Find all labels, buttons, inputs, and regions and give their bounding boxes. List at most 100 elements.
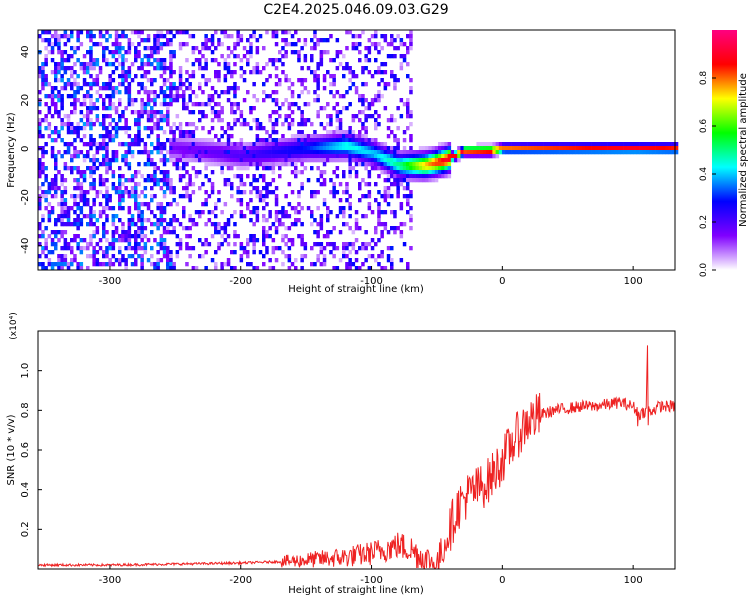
heatmap-cell xyxy=(143,162,148,167)
heatmap-cell xyxy=(252,34,256,39)
heatmap-cell xyxy=(617,150,621,155)
heatmap-cell xyxy=(102,234,106,239)
heatmap-cell xyxy=(166,186,170,191)
heatmap-cell xyxy=(146,94,151,99)
heatmap-cell xyxy=(377,70,381,75)
heatmap-cell xyxy=(230,162,234,167)
heatmap-cell xyxy=(303,138,308,143)
heatmap-cell xyxy=(562,150,567,155)
heatmap-cell xyxy=(146,46,151,51)
heatmap-cell xyxy=(79,150,84,155)
heatmap-cell xyxy=(262,98,266,103)
heatmap-cell xyxy=(76,226,80,231)
heatmap-cell xyxy=(671,142,676,147)
heatmap-cell xyxy=(57,258,61,263)
heatmap-cell xyxy=(252,106,256,111)
heatmap-cell xyxy=(319,262,324,267)
heatmap-cell xyxy=(348,166,352,171)
heatmap-cell xyxy=(354,258,359,263)
heatmap-cell xyxy=(134,194,138,199)
heatmap-cell xyxy=(137,90,141,95)
heatmap-cell xyxy=(390,158,394,163)
heatmap-cell xyxy=(194,146,199,151)
heatmap-cell xyxy=(338,62,343,67)
heatmap-cell xyxy=(50,34,55,39)
heatmap-cell xyxy=(255,214,260,219)
heatmap-cell xyxy=(169,102,173,107)
heatmap-cell xyxy=(121,62,125,67)
heatmap-cell xyxy=(207,178,212,183)
heatmap-cell xyxy=(297,190,301,195)
heatmap-cell xyxy=(169,90,173,95)
snr-series-line xyxy=(37,345,676,569)
heatmap-cell xyxy=(569,146,573,151)
heatmap-cell xyxy=(70,258,74,263)
heatmap-cell xyxy=(242,150,247,155)
heatmap-cell xyxy=(258,142,263,147)
heatmap-cell xyxy=(188,218,192,223)
heatmap-cell xyxy=(271,266,276,271)
heatmap-cell xyxy=(527,150,532,155)
heatmap-cell xyxy=(54,70,58,75)
heatmap-cell xyxy=(102,82,106,87)
heatmap-cell xyxy=(159,58,164,63)
heatmap-cell xyxy=(79,86,84,91)
heatmap-cell xyxy=(127,150,132,155)
heatmap-cell xyxy=(95,78,100,83)
heatmap-cell xyxy=(124,154,128,159)
heatmap-cell xyxy=(63,58,68,63)
heatmap-cell xyxy=(44,118,48,123)
heatmap-cell xyxy=(358,134,362,139)
heatmap-cell xyxy=(233,82,237,87)
heatmap-cell xyxy=(278,246,282,251)
heatmap-cell xyxy=(393,138,397,143)
heatmap-cell xyxy=(226,162,231,167)
heatmap-cell xyxy=(534,150,538,155)
heatmap-cell xyxy=(380,250,384,255)
heatmap-cell xyxy=(92,162,96,167)
heatmap-cell xyxy=(47,186,52,191)
heatmap-cell xyxy=(290,94,295,99)
heatmap-cell xyxy=(508,146,512,151)
heatmap-cell xyxy=(89,142,93,147)
heatmap-cell xyxy=(54,66,58,71)
heatmap-cell xyxy=(89,34,93,39)
heatmap-cell xyxy=(470,154,474,159)
heatmap-cell xyxy=(367,102,372,107)
heatmap-cell xyxy=(306,146,311,151)
heatmap-cell xyxy=(159,74,164,79)
heatmap-cell xyxy=(252,222,256,227)
heatmap-cell xyxy=(146,202,151,207)
heatmap-cell xyxy=(521,150,525,155)
heatmap-cell xyxy=(242,166,247,171)
heatmap-cell xyxy=(60,202,64,207)
heatmap-cell xyxy=(476,154,480,159)
heatmap-cell xyxy=(82,214,87,219)
heatmap-cell xyxy=(271,250,276,255)
heatmap-cell xyxy=(156,242,160,247)
heatmap-cell xyxy=(319,242,324,247)
heatmap-cell xyxy=(89,166,93,171)
heatmap-cell xyxy=(143,218,148,223)
heatmap-cell xyxy=(271,178,276,183)
heatmap-cell xyxy=(329,146,333,151)
heatmap-cell xyxy=(454,158,458,163)
heatmap-cell xyxy=(82,62,87,67)
heatmap-cell xyxy=(146,62,151,67)
heatmap-cell xyxy=(258,250,263,255)
heatmap-cell xyxy=(47,82,52,87)
heatmap-cell xyxy=(306,206,311,211)
heatmap-cell xyxy=(153,194,157,199)
heatmap-cell xyxy=(386,150,391,155)
heatmap-cell xyxy=(102,50,106,55)
heatmap-cell xyxy=(258,150,263,155)
heatmap-cell xyxy=(370,254,375,259)
heatmap-cell xyxy=(159,186,164,191)
heatmap-cell xyxy=(338,122,343,127)
heatmap-cell xyxy=(105,150,109,155)
heatmap-cell xyxy=(230,146,234,151)
heatmap-cell xyxy=(399,66,404,71)
heatmap-cell xyxy=(386,134,391,139)
heatmap-cell xyxy=(166,150,170,155)
heatmap-cell xyxy=(220,162,224,167)
